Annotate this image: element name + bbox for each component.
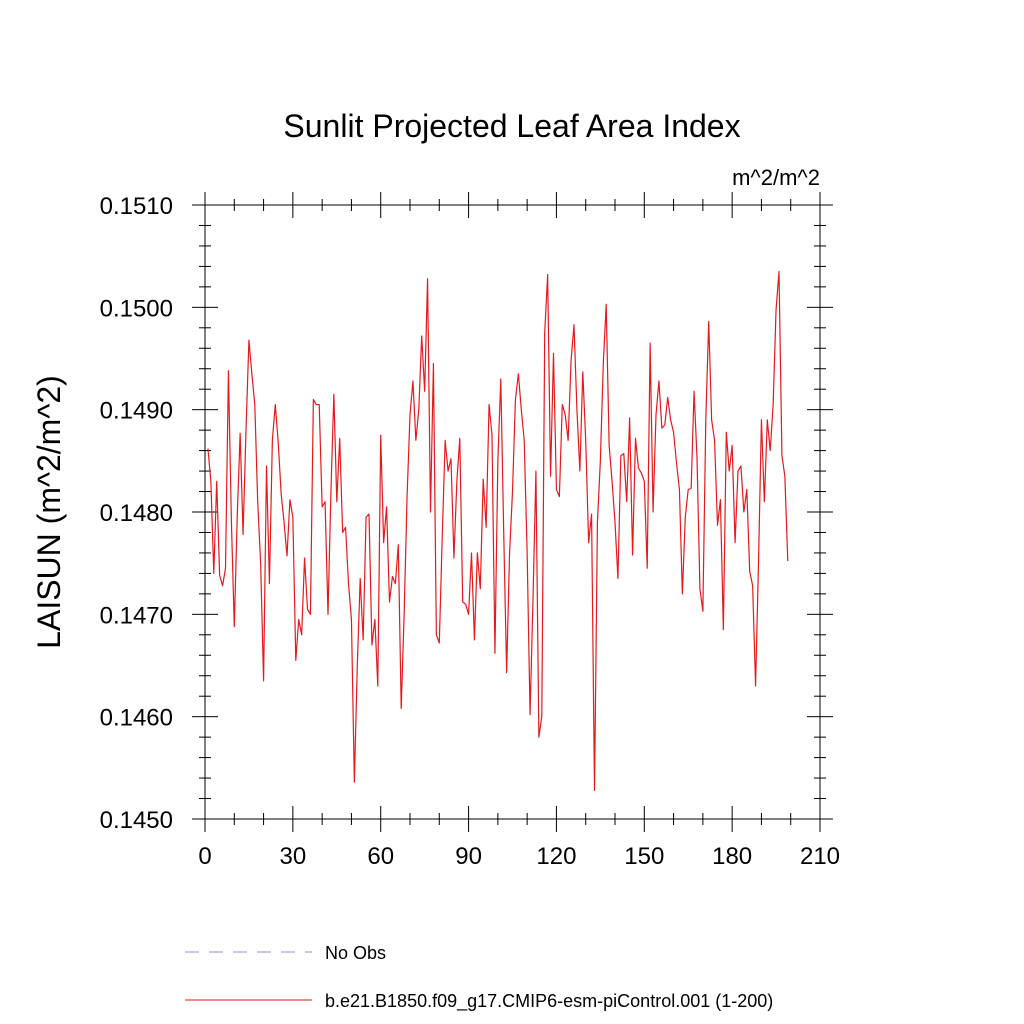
y-tick-label: 0.1450: [100, 807, 173, 834]
plot-frame: [204, 204, 821, 820]
y-tick-label: 0.1470: [100, 602, 173, 629]
y-tick-label: 0.1460: [100, 705, 173, 732]
legend: No Obs b.e21.B1850.f09_g17.CMIP6-esm-piCo…: [185, 943, 773, 1012]
x-tick-label: 60: [367, 843, 394, 870]
axis-ticks: [192, 192, 833, 832]
x-tick-label: 210: [800, 843, 840, 870]
units-label: m^2/m^2: [732, 165, 820, 190]
series-line-0: [207, 270, 789, 791]
y-tick-label: 0.1490: [100, 398, 173, 425]
series-group: [207, 270, 789, 791]
x-tick-label: 180: [712, 843, 752, 870]
y-axis-label: LAISUN (m^2/m^2): [31, 375, 67, 649]
chart-title: Sunlit Projected Leaf Area Index: [283, 108, 740, 144]
x-tick-label: 0: [198, 843, 211, 870]
y-tick-labels: 0.1450 0.1460 0.1470 0.1480 0.1490 0.1500 0.15…: [100, 193, 173, 834]
x-tick-label: 150: [624, 843, 664, 870]
x-tick-label: 30: [280, 843, 307, 870]
y-tick-label: 0.1510: [100, 193, 173, 220]
y-tick-label: 0.1500: [100, 295, 173, 322]
legend-label: b.e21.B1850.f09_g17.CMIP6-esm-piControl.…: [325, 991, 773, 1012]
legend-label: No Obs: [325, 943, 386, 963]
x-tick-label: 90: [455, 843, 482, 870]
x-tick-labels: 0 30 60 90 120 150 180 210: [198, 843, 840, 870]
x-tick-label: 120: [536, 843, 576, 870]
y-tick-label: 0.1480: [100, 500, 173, 527]
